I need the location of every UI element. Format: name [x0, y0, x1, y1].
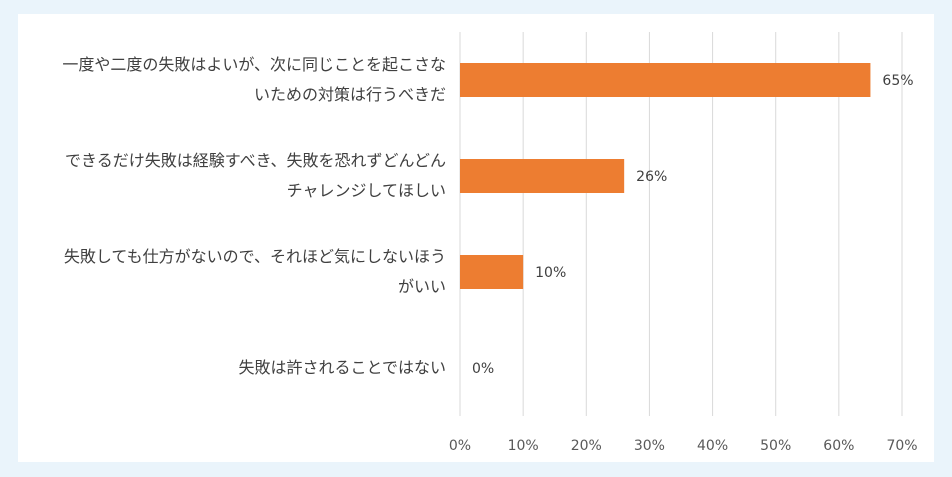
- x-tick-label: 40%: [697, 438, 728, 454]
- category-label: 失敗は許されることではない: [238, 358, 446, 377]
- chart-card: 一度や二度の失敗はよいが、次に同じことを起こさないための対策は行うべきだできるだ…: [18, 14, 934, 462]
- x-tick-label: 50%: [760, 438, 791, 454]
- data-label: 10%: [535, 265, 566, 281]
- bar-chart: 65% 26% 10% 0% 0% 10% 20% 30% 40% 50% 60% 70%: [449, 32, 918, 454]
- category-label: できるだけ失敗は経験すべき、失敗を恐れずどんどん: [65, 151, 446, 170]
- bar: [460, 159, 625, 193]
- category-label: 失敗しても仕方がないので、それほど気にしないほう: [63, 247, 446, 266]
- category-label: 一度や二度の失敗はよいが、次に同じことを起こさな: [62, 55, 446, 74]
- bar: [460, 255, 524, 289]
- x-tick-label: 0%: [449, 438, 471, 454]
- x-tick-label: 10%: [508, 438, 539, 454]
- data-label: 26%: [636, 169, 667, 185]
- x-axis-ticks: 0% 10% 20% 30% 40% 50% 60% 70%: [449, 438, 918, 454]
- data-label: 0%: [472, 361, 494, 377]
- data-labels: 65% 26% 10% 0%: [472, 73, 914, 377]
- bar: [460, 63, 871, 97]
- category-label: チャレンジしてほしい: [286, 181, 446, 200]
- data-label: 65%: [882, 73, 913, 89]
- x-tick-label: 60%: [823, 438, 854, 454]
- category-labels: 一度や二度の失敗はよいが、次に同じことを起こさないための対策は行うべきだできるだ…: [18, 14, 446, 462]
- x-tick-label: 30%: [634, 438, 665, 454]
- category-label: がいい: [397, 277, 446, 296]
- x-tick-label: 20%: [571, 438, 602, 454]
- category-label: いための対策は行うべきだ: [253, 85, 446, 104]
- bars: [460, 63, 871, 289]
- x-tick-label: 70%: [886, 438, 917, 454]
